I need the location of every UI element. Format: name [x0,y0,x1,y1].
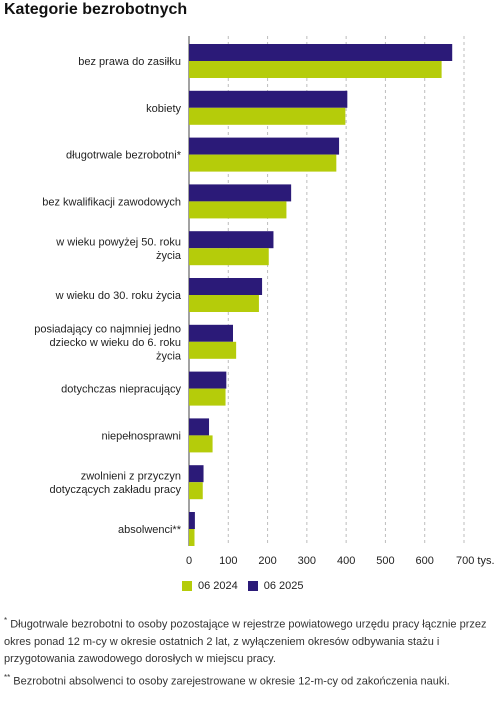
legend-label-2025: 06 2025 [263,580,304,592]
bar-06-2024-9 [189,482,203,500]
bar-06-2025-1 [189,90,348,108]
bar-06-2024-7 [189,388,226,406]
legend-item-2024: 06 2024 [182,580,238,592]
legend-label-2024: 06 2024 [198,580,238,592]
footnote-1: * Długotrwale bezrobotni to osoby pozost… [4,612,492,668]
legend-swatch-2024 [182,581,192,591]
category-label: niepełnosprawni [102,430,182,442]
x-tick-label: 100 [219,555,237,567]
footnote-1-text: Długotrwale bezrobotni to osoby pozostaj… [4,618,487,665]
bar-06-2024-0 [189,61,442,78]
x-tick-label: 300 [298,555,316,567]
footnote-2-text: Bezrobotni absolwenci to osoby zarejestr… [13,675,450,688]
bar-06-2025-2 [189,137,340,155]
category-label: bez prawa do zasiłku [78,56,181,68]
bar-06-2024-5 [189,295,259,312]
bar-06-2025-9 [189,465,204,483]
bar-06-2024-2 [189,154,337,172]
bar-06-2025-10 [189,512,195,529]
bar-06-2024-1 [189,107,346,125]
bar-06-2025-0 [189,44,453,61]
bar-06-2024-8 [189,435,213,453]
category-label: kobiety [146,103,181,115]
category-label: dotyczących zakładu pracy [50,484,182,496]
category-label: dotychczas niepracujący [61,384,181,396]
legend: 06 2024 06 2025 [182,580,314,592]
x-tick-label: 400 [337,555,355,567]
x-tick-labels: 0 100 200 300 400 500 600 700 tys. [186,555,495,567]
footnote-2: ** Bezrobotni absolwenci to osoby zareje… [4,669,492,691]
category-label: w wieku do 30. roku życia [55,290,182,302]
bar-chart: bez prawa do zasiłku kobiety długotrwale b… [34,36,495,567]
bar-06-2025-4 [189,231,274,249]
category-label: długotrwale bezrobotni* [66,150,182,162]
bar-06-2024-6 [189,341,237,359]
chart-title: Kategorie bezrobotnych [4,1,188,18]
category-label: dziecko w wieku do 6. roku [50,337,181,349]
bar-06-2024-3 [189,201,287,219]
bars [189,44,453,546]
x-tick-label: 700 tys. [456,555,495,567]
category-label: w wieku powyżej 50. roku [55,236,181,248]
bar-06-2025-6 [189,324,233,342]
footnote-1-marker: * [4,616,8,625]
category-label: posiadający co najmniej jedno [34,323,181,335]
x-tick-label: 0 [186,555,192,567]
category-label: życia [156,250,182,262]
category-label: absolwenci** [118,524,182,536]
footnote-2-marker: ** [4,672,11,682]
footnotes: * Długotrwale bezrobotni to osoby pozost… [4,612,492,691]
bar-06-2024-4 [189,248,269,266]
x-tick-label: 200 [258,555,276,567]
bar-06-2025-8 [189,418,210,436]
x-tick-label: 500 [376,555,394,567]
bar-06-2024-10 [189,529,195,546]
bar-06-2025-5 [189,278,263,295]
category-label: życia [156,350,182,362]
bar-06-2025-3 [189,184,292,202]
category-labels: bez prawa do zasiłku kobiety długotrwale b… [34,56,182,536]
category-label: zwolnieni z przyczyn [81,470,181,482]
category-label: bez kwalifikacji zawodowych [42,196,181,208]
bar-06-2025-7 [189,371,227,389]
legend-swatch-2025 [247,581,258,591]
x-tick-label: 600 [416,555,434,567]
legend-item-2025: 06 2025 [247,580,304,592]
